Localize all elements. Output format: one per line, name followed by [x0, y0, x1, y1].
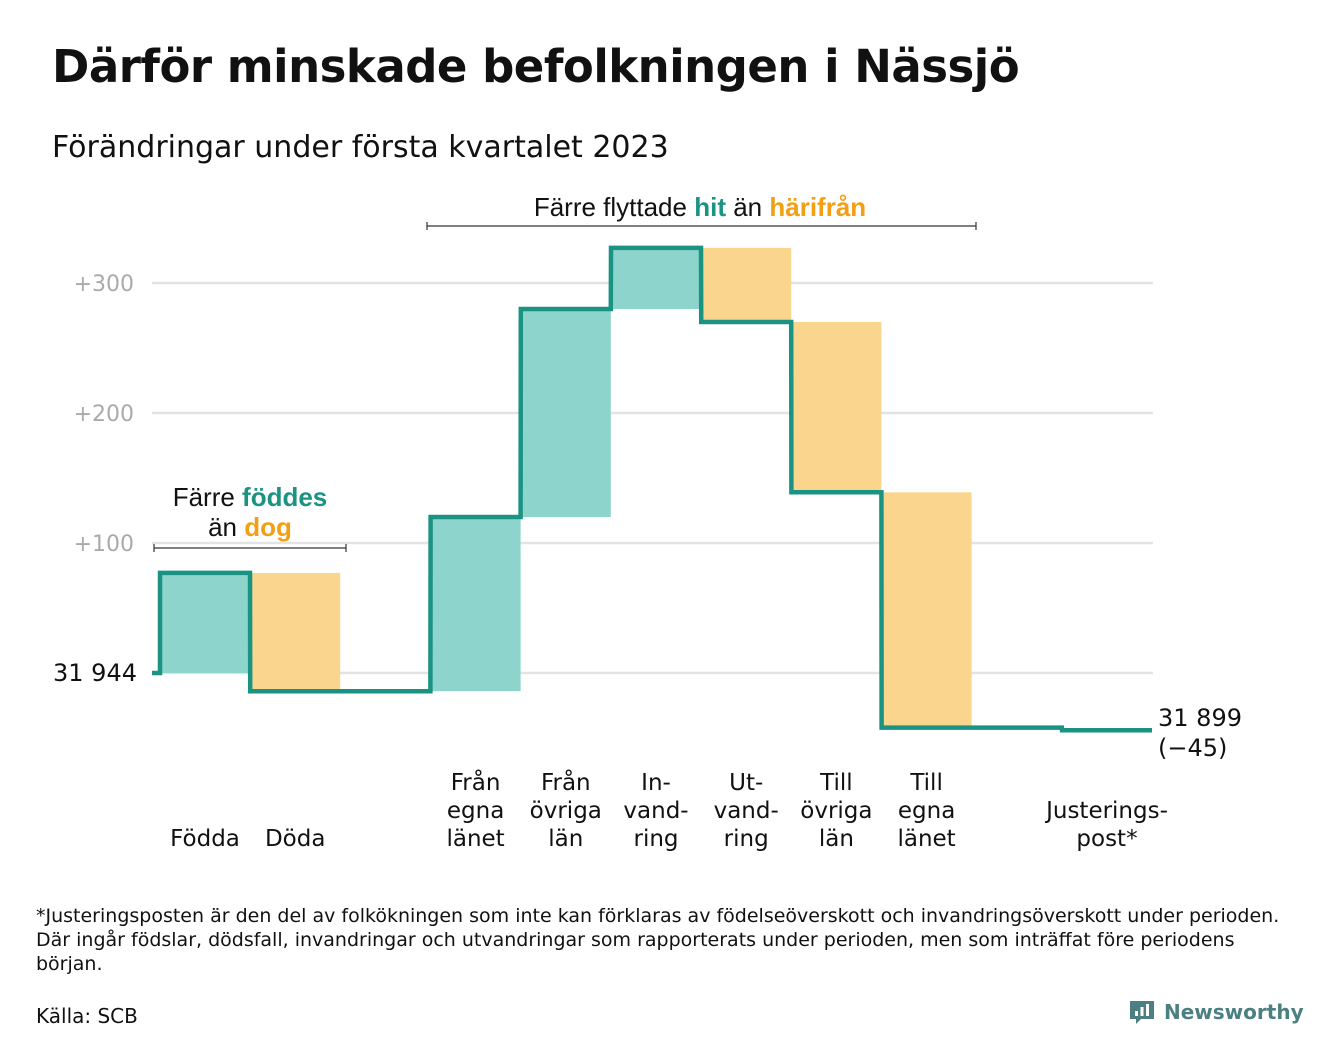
migration-bracket [426, 222, 977, 230]
births-annotation: Färre föddes än dog [153, 482, 347, 552]
end-value-label: 31 899 (−45) [1158, 704, 1242, 762]
category-label: Till egna länet [897, 770, 955, 852]
births-annotation-line1: Färre föddes [173, 482, 328, 512]
brand: Newsworthy [1128, 998, 1304, 1026]
waterfall-bar [611, 247, 701, 309]
waterfall-bar [250, 572, 341, 692]
waterfall-bar [520, 309, 611, 517]
category-label: In-vand-ring [623, 770, 688, 852]
category-label: Justerings-post* [1044, 798, 1168, 852]
category-label: Till övriga län [800, 770, 872, 852]
waterfall-step-line [152, 245, 1152, 733]
births-bracket [153, 544, 347, 552]
waterfall-bar [160, 572, 250, 673]
category-label: Från egna länet [446, 768, 504, 852]
brand-name: Newsworthy [1164, 1000, 1304, 1024]
category-label: Födda [170, 826, 240, 852]
category-label: Ut-vand-ring [714, 770, 779, 852]
waterfall-bar [881, 492, 972, 728]
migration-annotation: Färre flyttade hit än härifrån [426, 192, 977, 230]
bar-layer [160, 247, 972, 728]
waterfall-chart: +100 +200 +300 Födda Döda Från egna länet Från ö… [53, 192, 1242, 852]
y-tick-label: +100 [74, 532, 134, 557]
label-layer: Födda Döda Från egna länet Från övriga län In-va… [53, 659, 1242, 852]
waterfall-bar [791, 322, 882, 493]
category-label: Döda [265, 826, 325, 852]
line-layer [152, 245, 1152, 733]
category-label: Från övriga län [530, 768, 602, 852]
page-title: Därför minskade befolkningen i Nässjö [52, 40, 1020, 93]
source-note: Källa: SCB [36, 1004, 138, 1028]
births-annotation-line2: än dog [208, 512, 292, 542]
y-tick-label: +300 [74, 272, 134, 297]
waterfall-bar [430, 517, 521, 692]
waterfall-bar [701, 247, 792, 322]
newsworthy-logo-icon [1130, 1001, 1154, 1024]
y-tick-label: +200 [74, 402, 134, 427]
page-subtitle: Förändringar under första kvartalet 2023 [52, 130, 669, 165]
migration-annotation-text: Färre flyttade hit än härifrån [534, 192, 866, 222]
start-value-label: 31 944 [53, 659, 137, 687]
footnote: *Justeringsposten är den del av folkökni… [36, 905, 1280, 975]
